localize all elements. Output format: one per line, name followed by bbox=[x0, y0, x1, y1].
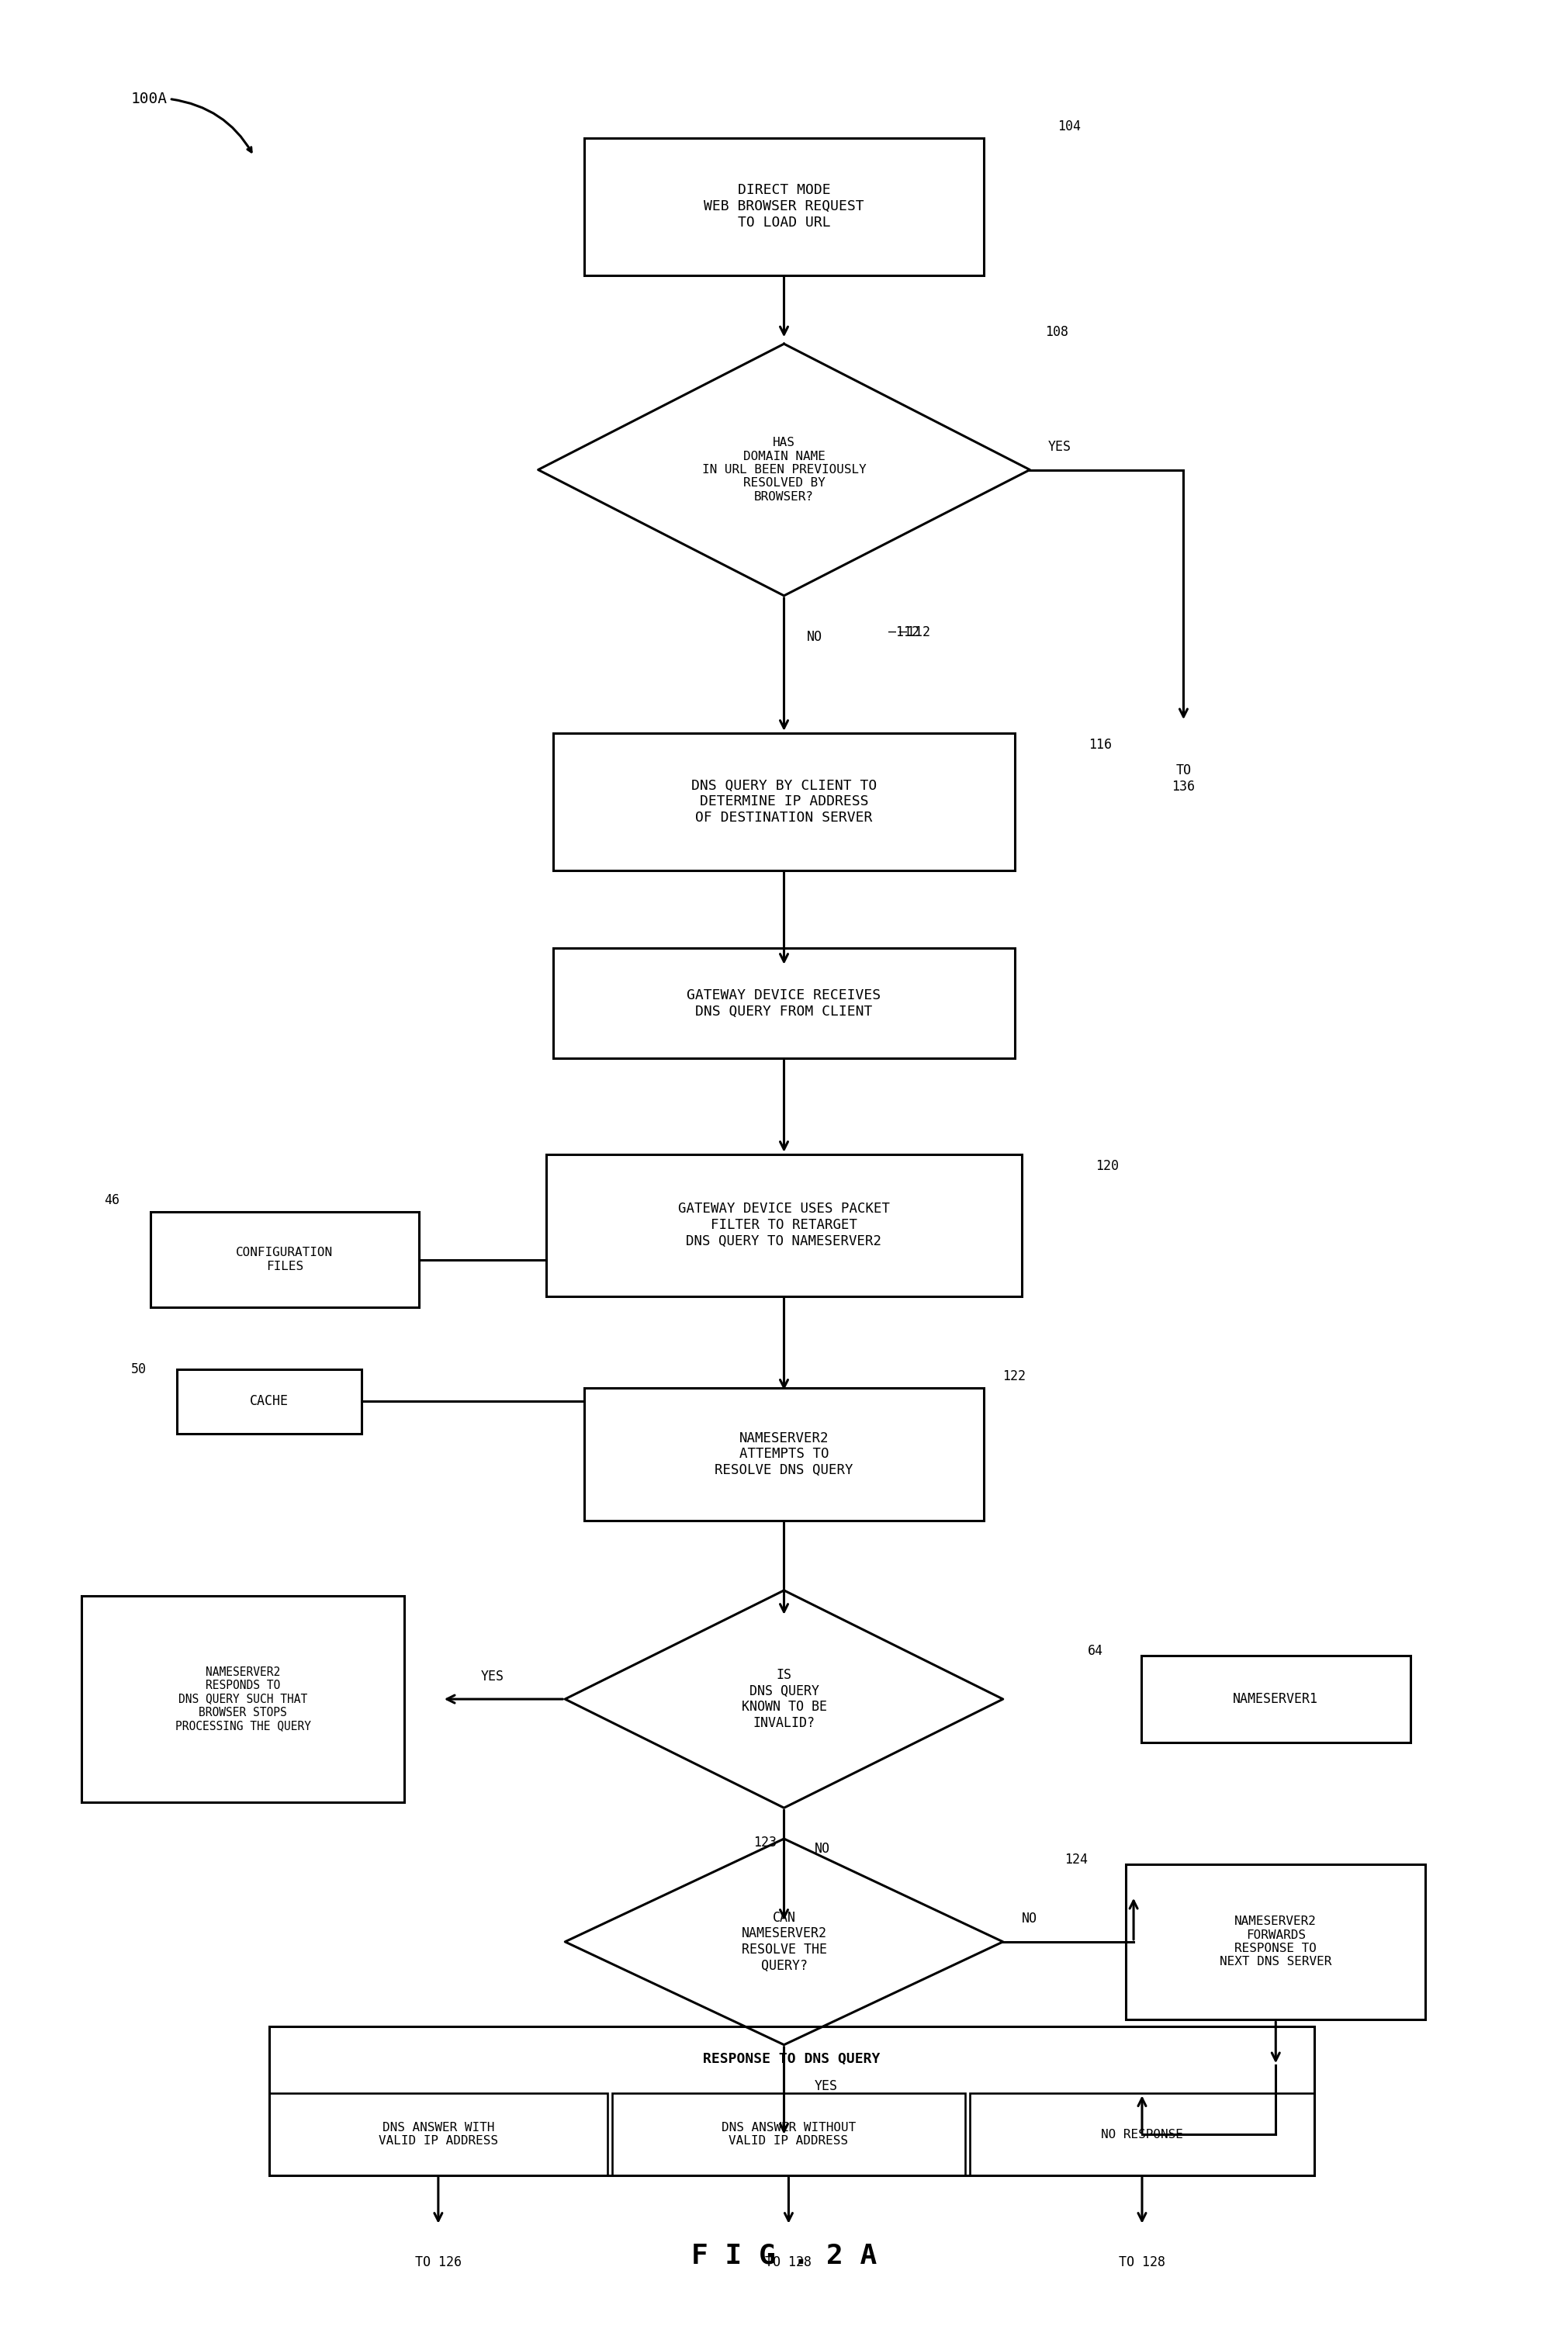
Text: DIRECT MODE
WEB BROWSER REQUEST
TO LOAD URL: DIRECT MODE WEB BROWSER REQUEST TO LOAD … bbox=[704, 185, 864, 229]
Text: HAS
DOMAIN NAME
IN URL BEEN PREVIOUSLY
RESOLVED BY
BROWSER?: HAS DOMAIN NAME IN URL BEEN PREVIOUSLY R… bbox=[702, 437, 866, 502]
Text: NO: NO bbox=[815, 1843, 829, 1857]
Bar bbox=[554, 734, 1014, 871]
Text: DNS ANSWER WITHOUT
VALID IP ADDRESS: DNS ANSWER WITHOUT VALID IP ADDRESS bbox=[721, 2121, 856, 2147]
Text: TO 128: TO 128 bbox=[765, 2254, 812, 2268]
Bar bbox=[585, 1388, 983, 1521]
Text: NAMESERVER2
ATTEMPTS TO
RESOLVE DNS QUERY: NAMESERVER2 ATTEMPTS TO RESOLVE DNS QUER… bbox=[715, 1432, 853, 1476]
Text: 50: 50 bbox=[130, 1362, 146, 1376]
Text: 122: 122 bbox=[1002, 1369, 1025, 1383]
Bar bbox=[1126, 1864, 1425, 2021]
Text: GATEWAY DEVICE RECEIVES
DNS QUERY FROM CLIENT: GATEWAY DEVICE RECEIVES DNS QUERY FROM C… bbox=[687, 988, 881, 1018]
Text: DNS ANSWER WITH
VALID IP ADDRESS: DNS ANSWER WITH VALID IP ADDRESS bbox=[378, 2121, 499, 2147]
Text: YES: YES bbox=[1049, 439, 1071, 453]
Bar bbox=[177, 1369, 362, 1434]
Text: YES: YES bbox=[480, 1670, 503, 1684]
Bar bbox=[546, 1154, 1022, 1296]
Text: 64: 64 bbox=[1087, 1645, 1102, 1659]
Text: RESPONSE TO DNS QUERY: RESPONSE TO DNS QUERY bbox=[702, 2053, 880, 2067]
Bar bbox=[270, 2093, 607, 2175]
Text: —112: —112 bbox=[889, 626, 919, 640]
Text: YES: YES bbox=[815, 2079, 837, 2093]
Text: CACHE: CACHE bbox=[249, 1395, 289, 1409]
Text: DNS QUERY BY CLIENT TO
DETERMINE IP ADDRESS
OF DESTINATION SERVER: DNS QUERY BY CLIENT TO DETERMINE IP ADDR… bbox=[691, 778, 877, 825]
Text: 123: 123 bbox=[753, 1836, 776, 1850]
Bar bbox=[585, 138, 983, 276]
Bar bbox=[554, 948, 1014, 1058]
Text: 104: 104 bbox=[1057, 119, 1080, 133]
Text: NAMESERVER2
FORWARDS
RESPONSE TO
NEXT DNS SERVER: NAMESERVER2 FORWARDS RESPONSE TO NEXT DN… bbox=[1220, 1916, 1331, 1967]
Bar bbox=[270, 2025, 1314, 2175]
Text: GATEWAY DEVICE USES PACKET
FILTER TO RETARGET
DNS QUERY TO NAMESERVER2: GATEWAY DEVICE USES PACKET FILTER TO RET… bbox=[677, 1203, 891, 1247]
Text: 46: 46 bbox=[103, 1194, 119, 1208]
Text: CONFIGURATION
FILES: CONFIGURATION FILES bbox=[237, 1247, 332, 1273]
Bar bbox=[82, 1595, 405, 1801]
Text: TO
136: TO 136 bbox=[1171, 764, 1195, 794]
Text: NO: NO bbox=[808, 631, 823, 645]
Bar bbox=[1142, 1656, 1410, 1743]
Text: 108: 108 bbox=[1046, 325, 1068, 339]
Text: NO: NO bbox=[1021, 1911, 1036, 1925]
Text: 116: 116 bbox=[1088, 738, 1112, 752]
Text: 124: 124 bbox=[1065, 1852, 1088, 1866]
Text: F I G . 2 A: F I G . 2 A bbox=[691, 2243, 877, 2268]
Text: CAN
NAMESERVER2
RESOLVE THE
QUERY?: CAN NAMESERVER2 RESOLVE THE QUERY? bbox=[742, 1911, 826, 1974]
Text: NAMESERVER2
RESPONDS TO
DNS QUERY SUCH THAT
BROWSER STOPS
PROCESSING THE QUERY: NAMESERVER2 RESPONDS TO DNS QUERY SUCH T… bbox=[176, 1666, 310, 1731]
Bar bbox=[971, 2093, 1314, 2175]
Text: IS
DNS QUERY
KNOWN TO BE
INVALID?: IS DNS QUERY KNOWN TO BE INVALID? bbox=[742, 1668, 826, 1731]
Text: TO 126: TO 126 bbox=[416, 2254, 461, 2268]
Text: 120: 120 bbox=[1096, 1159, 1120, 1173]
Text: —112: —112 bbox=[900, 626, 930, 640]
Bar bbox=[151, 1212, 419, 1308]
Bar bbox=[612, 2093, 966, 2175]
Text: 100A: 100A bbox=[132, 91, 168, 105]
Text: NAMESERVER1: NAMESERVER1 bbox=[1232, 1691, 1319, 1705]
Text: TO 128: TO 128 bbox=[1118, 2254, 1165, 2268]
Text: NO RESPONSE: NO RESPONSE bbox=[1101, 2128, 1184, 2140]
